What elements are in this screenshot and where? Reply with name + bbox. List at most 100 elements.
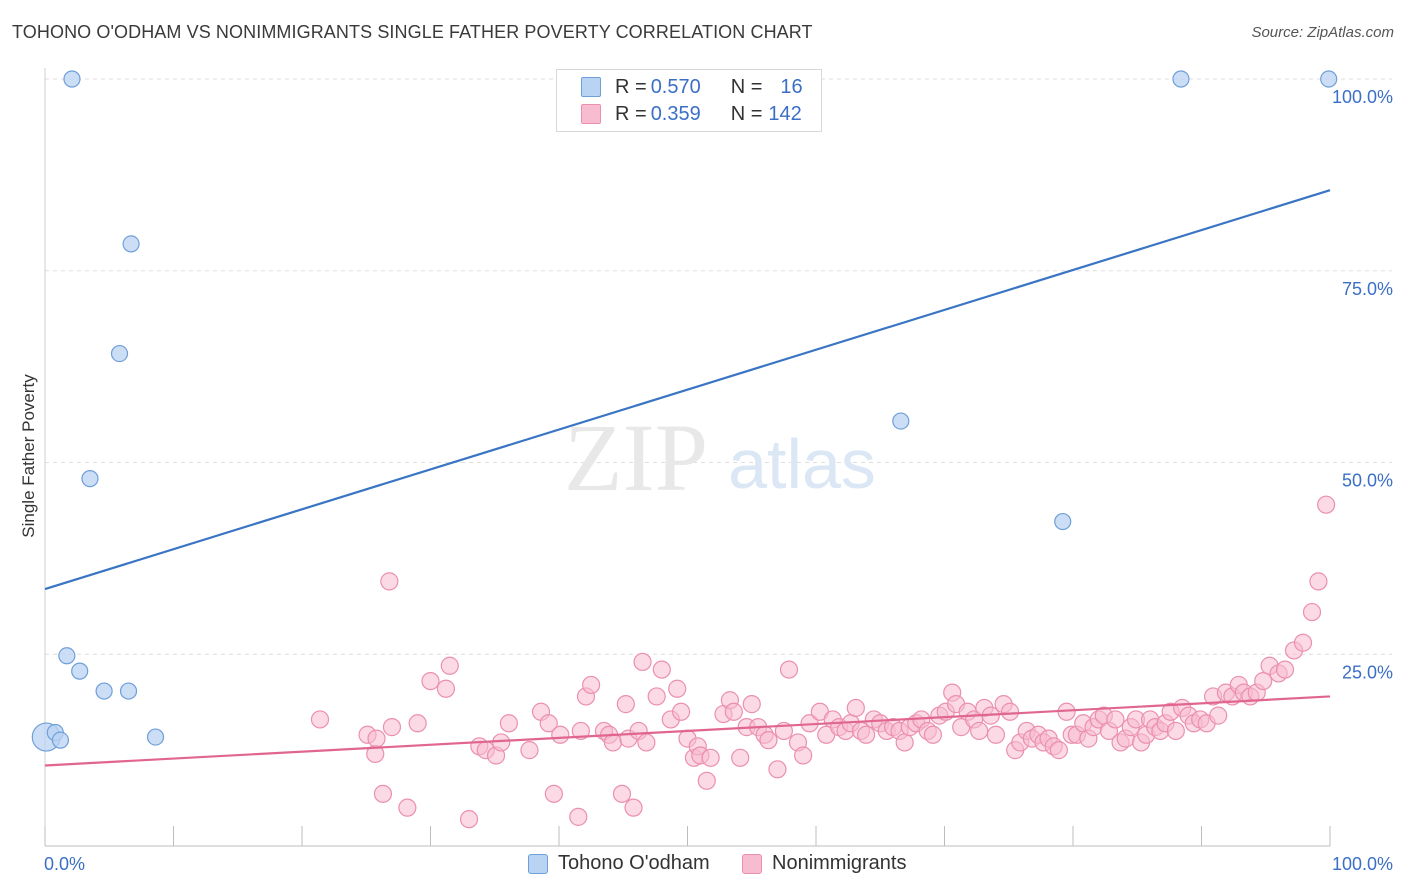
watermark-atlas: atlas: [728, 425, 876, 503]
tohono-point: [122, 235, 140, 253]
y-tick-label: 50.0%: [1342, 471, 1393, 491]
tohono-point: [71, 662, 89, 680]
tohono-point: [110, 344, 129, 363]
nonimmigrants-point: [923, 725, 943, 744]
nonimmigrants-trend-line: [44, 695, 1331, 767]
tohono-point: [1320, 70, 1338, 88]
nonimmigrants-point: [624, 798, 643, 817]
nonimmigrants-point: [398, 798, 417, 817]
nonimmigrants-point: [857, 725, 876, 744]
tohono-point: [146, 728, 165, 746]
nonimmigrants-point: [701, 748, 720, 767]
nonimmigrants-point: [571, 721, 590, 741]
nonimmigrants-point: [1000, 702, 1020, 721]
nonimmigrants-point: [895, 733, 914, 752]
nonimmigrants-point: [367, 729, 386, 748]
series-legend-tohono: Tohono O'odham: [528, 852, 710, 875]
nonimmigrants-point: [671, 702, 691, 721]
nonimmigrants-point: [1049, 741, 1068, 760]
nonimmigrants-point: [459, 810, 479, 829]
nonimmigrants-point: [768, 760, 787, 779]
x-tick-label: 100.0%: [1332, 854, 1393, 874]
nonimmigrants-point: [970, 721, 989, 741]
series-legend-nonimmigrants-label: Nonimmigrants: [772, 852, 907, 874]
watermark: ZIP atlas: [564, 404, 876, 511]
tohono-trend-line: [44, 189, 1331, 591]
nonimmigrants-swatch: [742, 853, 762, 874]
nonimmigrants-point: [1275, 660, 1295, 679]
tohono-point: [1054, 512, 1072, 531]
legend-row-tohono: R = 0.570 N = 16: [581, 75, 803, 99]
correlation-legend: R = 0.570 N = 16 R = 0.359 N = 142: [556, 69, 822, 132]
tohono-point: [51, 731, 70, 749]
nonimmigrants-point: [499, 714, 518, 733]
nonimmigrants-point: [779, 660, 799, 679]
nonimmigrants-point: [616, 695, 635, 714]
series-legend: Tohono O'odham Nonimmigrants: [0, 852, 1406, 878]
legend-r-value: 0.570: [650, 75, 701, 98]
y-tick-label: 100.0%: [1332, 87, 1393, 107]
tohono-point: [95, 682, 113, 700]
nonimmigrants-point: [539, 714, 558, 733]
nonimmigrants-point: [652, 660, 671, 679]
nonimmigrants-point: [986, 725, 1006, 744]
nonimmigrants-point: [612, 784, 632, 803]
nonimmigrants-point: [310, 710, 330, 729]
nonimmigrants-point: [846, 698, 865, 718]
nonimmigrants-point: [1166, 721, 1185, 741]
tohono-swatch: [528, 853, 548, 874]
nonimmigrants-point: [697, 771, 716, 790]
tohono-point: [58, 647, 76, 665]
nonimmigrants-point: [1317, 495, 1336, 514]
nonimmigrants-point: [759, 731, 778, 750]
nonimmigrants-point: [582, 675, 601, 695]
nonimmigrants-point: [1209, 706, 1228, 725]
nonimmigrants-point: [408, 714, 427, 733]
legend-r-label: R =: [615, 102, 647, 125]
legend-row-nonimmigrants: R = 0.359 N = 142: [581, 102, 802, 126]
legend-n-value: 16: [780, 75, 803, 98]
legend-n-label: N =: [730, 75, 763, 98]
tohono-point: [63, 70, 81, 88]
chart-title: TOHONO O'ODHAM VS NONIMMIGRANTS SINGLE F…: [12, 22, 813, 42]
nonimmigrants-point: [633, 652, 652, 672]
nonimmigrants-point: [440, 656, 459, 675]
nonimmigrants-point: [436, 679, 456, 698]
nonimmigrants-point: [382, 718, 402, 737]
tohono-points: [31, 70, 1338, 752]
nonimmigrants-point: [569, 807, 588, 826]
nonimmigrants-point: [1302, 602, 1322, 622]
grid-lines: [45, 78, 1392, 655]
axis-labels: 25.0% 50.0% 75.0% 100.0% 0.0% 100.0%: [44, 87, 1393, 874]
y-tick-label: 75.0%: [1342, 279, 1393, 299]
nonimmigrants-point: [1106, 710, 1125, 729]
series-legend-tohono-label: Tohono O'odham: [558, 852, 710, 874]
nonimmigrants-point: [637, 733, 656, 752]
tohono-swatch: [581, 77, 601, 97]
nonimmigrants-point: [668, 679, 687, 698]
tohono-point: [81, 470, 99, 488]
nonimmigrants-point: [551, 725, 570, 744]
source-label: Source: ZipAtlas.com: [1251, 24, 1394, 41]
nonimmigrants-point: [742, 695, 761, 714]
nonimmigrants-point: [724, 702, 743, 721]
axes: [44, 68, 1331, 847]
nonimmigrants-swatch: [581, 104, 601, 124]
nonimmigrants-points: [310, 495, 1336, 829]
watermark-zip: ZIP: [564, 404, 708, 511]
x-tick-label: 0.0%: [44, 854, 85, 874]
legend-r-value: 0.359: [650, 102, 701, 125]
nonimmigrants-point: [1309, 572, 1328, 591]
tohono-point: [892, 412, 910, 430]
nonimmigrants-point: [1254, 671, 1273, 691]
series-legend-nonimmigrants: Nonimmigrants: [742, 852, 906, 875]
legend-r-label: R =: [615, 75, 647, 98]
nonimmigrants-point: [1293, 633, 1313, 652]
legend-n-label: N =: [730, 102, 763, 125]
nonimmigrants-point: [520, 741, 539, 760]
nonimmigrants-point: [544, 784, 563, 803]
tohono-point: [119, 682, 138, 700]
nonimmigrants-point: [380, 572, 399, 591]
tohono-point: [1172, 70, 1190, 88]
